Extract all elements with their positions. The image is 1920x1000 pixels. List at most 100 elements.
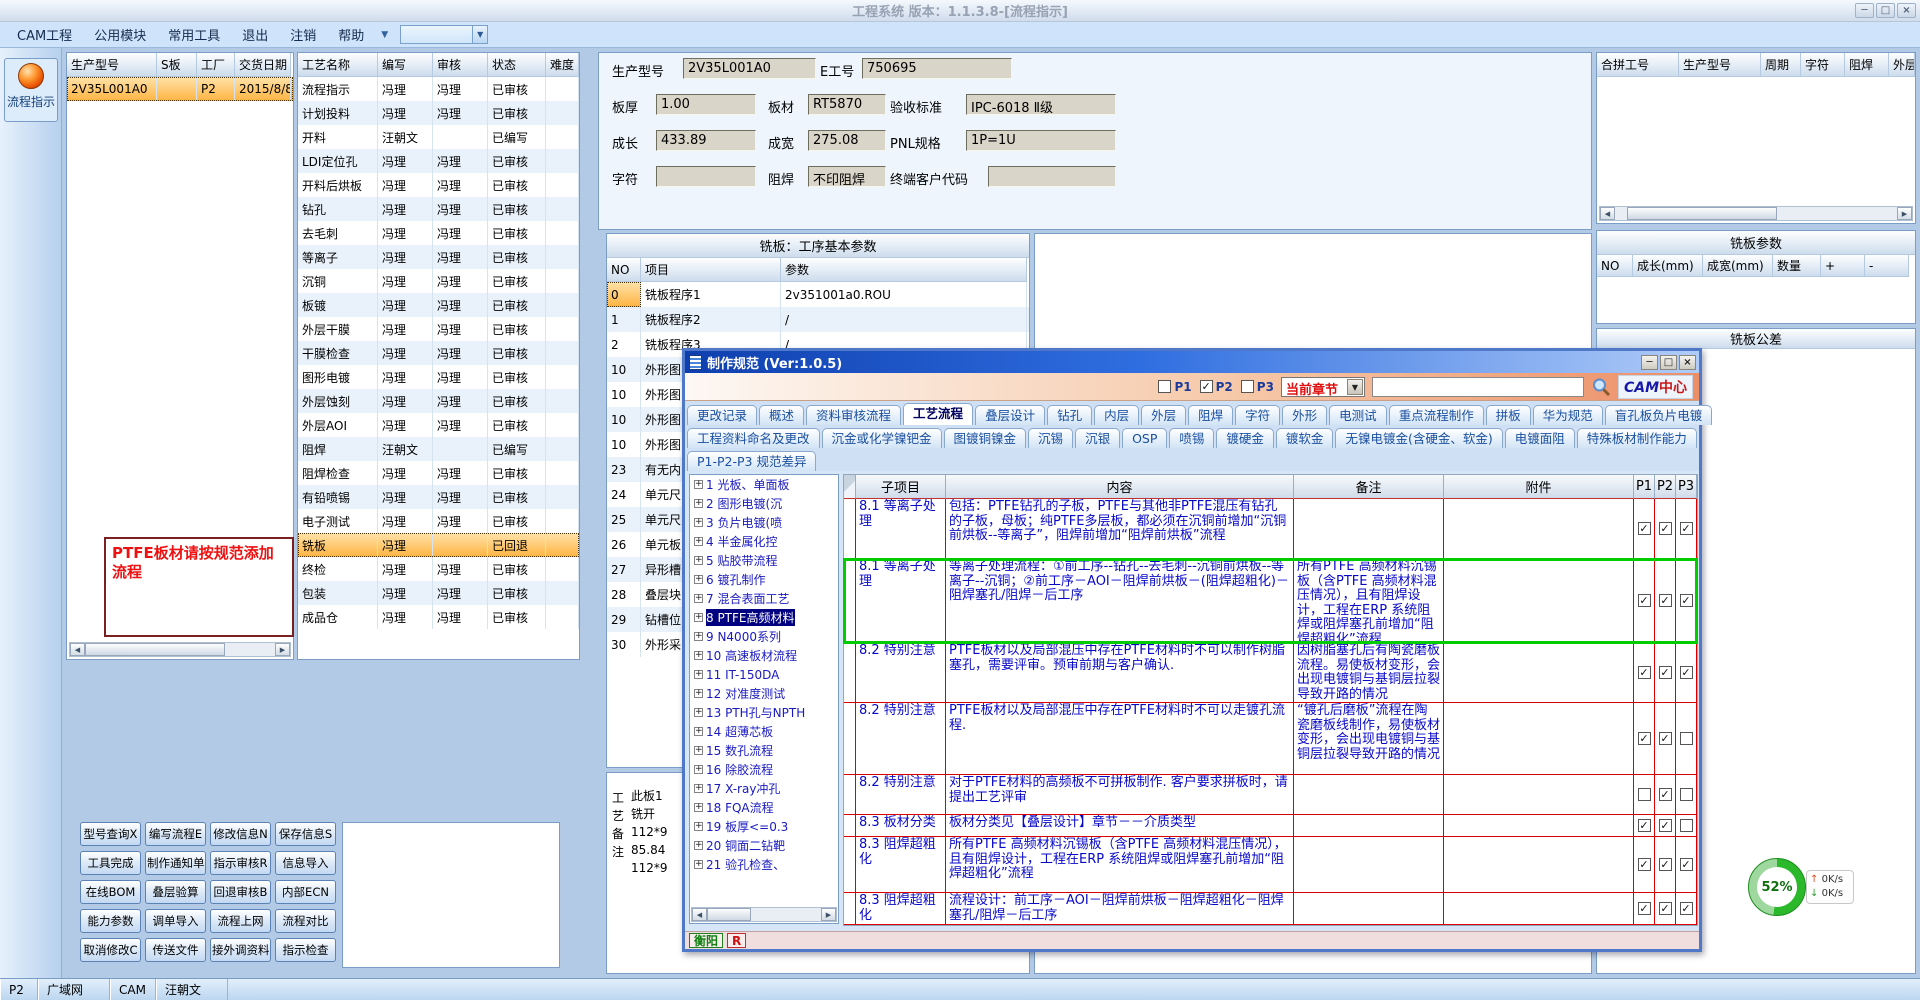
param-row[interactable]: 30 外形采: [607, 632, 1029, 657]
tab-内层[interactable]: 内层: [1094, 405, 1140, 425]
process-row[interactable]: LDI定位孔 冯理 冯理 已审核: [298, 149, 579, 173]
tree-item[interactable]: +12 对准度测试: [690, 684, 838, 703]
menu-item[interactable]: 常用工具: [168, 29, 221, 44]
tree-hscrollbar[interactable]: ◀ ▶: [691, 907, 837, 922]
grid-column-header[interactable]: 子项目: [856, 475, 946, 499]
process-row[interactable]: 电子测试 冯理 冯理 已审核: [298, 509, 579, 533]
action-button[interactable]: 指示检查: [275, 938, 336, 962]
tab-外形[interactable]: 外形: [1282, 405, 1328, 425]
grid-row[interactable]: 8.1 等离子处理 等离子处理流程：①前工序--钻孔--去毛刺--沉铜前烘板--等…: [843, 558, 1698, 644]
grid-checkbox[interactable]: [1679, 902, 1693, 915]
tab-叠层设计[interactable]: 叠层设计: [975, 405, 1046, 425]
tree-item[interactable]: +8 PTFE高频材料: [690, 608, 838, 627]
expand-plus-icon[interactable]: +: [694, 707, 703, 717]
column-header[interactable]: 阻焊: [1845, 53, 1889, 77]
expand-plus-icon[interactable]: +: [694, 726, 703, 736]
tab-喷锡[interactable]: 喷锡: [1169, 428, 1215, 448]
menu-item[interactable]: CAM工程: [17, 29, 73, 44]
grid-checkbox[interactable]: [1637, 788, 1651, 801]
grid-checkbox[interactable]: [1658, 902, 1672, 915]
grid-checkbox[interactable]: [1658, 819, 1672, 832]
tree-item[interactable]: +15 数孔流程: [690, 741, 838, 760]
process-row[interactable]: 外层蚀刻 冯理 冯理 已审核: [298, 389, 579, 413]
tree-item[interactable]: +16 除胶流程: [690, 760, 838, 779]
expand-plus-icon[interactable]: +: [694, 688, 703, 698]
tree-item[interactable]: +6 镀孔制作: [690, 570, 838, 589]
expand-plus-icon[interactable]: +: [694, 783, 703, 793]
grid-row[interactable]: 8.3 阻焊超粗化 所有PTFE 高频材料沉锡板（含PTFE 高频材料混压情况），…: [844, 837, 1697, 893]
action-button[interactable]: 信息导入: [275, 851, 336, 875]
scroll-right-icon[interactable]: ▶: [821, 908, 836, 921]
grid-column-header[interactable]: 附件: [1444, 475, 1634, 499]
grid-checkbox[interactable]: [1658, 858, 1672, 871]
tree-item[interactable]: +17 X-ray冲孔: [690, 779, 838, 798]
column-header[interactable]: 交货日期: [235, 53, 291, 77]
grid-checkbox[interactable]: [1658, 788, 1672, 801]
scroll-left-icon[interactable]: ◀: [1600, 207, 1615, 220]
tree-item[interactable]: +20 铜面二钻靶: [690, 836, 838, 855]
column-header[interactable]: 难度: [546, 53, 579, 77]
column-header[interactable]: 成宽(mm): [1703, 255, 1773, 277]
grid-row[interactable]: 8.2 特别注意 PTFE板材以及局部混压中存在PTFE材料时不可以走镀孔流程. “…: [844, 703, 1697, 775]
expand-plus-icon[interactable]: +: [694, 669, 703, 679]
expand-plus-icon[interactable]: +: [694, 840, 703, 850]
expand-plus-icon[interactable]: +: [694, 821, 703, 831]
tab-沉锡[interactable]: 沉锡: [1028, 428, 1074, 448]
tab-盲孔板负片电镀[interactable]: 盲孔板负片电镀: [1604, 405, 1713, 425]
tree-item[interactable]: +2 图形电镀(沉: [690, 494, 838, 513]
grid-checkbox[interactable]: [1658, 522, 1672, 535]
grid-checkbox[interactable]: [1658, 732, 1672, 745]
process-row[interactable]: 开料后烘板 冯理 冯理 已审核: [298, 173, 579, 197]
field-value-box[interactable]: RT5870: [808, 94, 886, 115]
column-header[interactable]: 生产型号: [1679, 53, 1761, 77]
tree-item[interactable]: +9 N4000系列: [690, 627, 838, 646]
tab-重点流程制作[interactable]: 重点流程制作: [1388, 405, 1484, 425]
process-row[interactable]: 包装 冯理 冯理 已审核: [298, 581, 579, 605]
tab-工程资料命名及更改[interactable]: 工程资料命名及更改: [687, 428, 820, 448]
column-header[interactable]: +: [1821, 255, 1865, 277]
product-table-hscrollbar[interactable]: ◀ ▶: [69, 642, 291, 657]
column-header[interactable]: 审核: [433, 53, 488, 77]
grid-checkbox[interactable]: [1637, 858, 1651, 871]
action-button[interactable]: 指示审核R: [210, 851, 271, 875]
checkbox-p1[interactable]: [1158, 380, 1172, 393]
tree-item[interactable]: +1 光板、单面板: [690, 475, 838, 494]
tree-item[interactable]: +18 FQA流程: [690, 798, 838, 817]
grid-row[interactable]: 8.3 阻焊超粗化 流程设计：前工序－AOI－阻焊前烘板－阻焊超粗化－阻焊塞孔/阻…: [844, 893, 1697, 925]
tree-item[interactable]: +7 混合表面工艺: [690, 589, 838, 608]
grid-checkbox[interactable]: [1658, 666, 1672, 679]
process-row[interactable]: 干膜检查 冯理 冯理 已审核: [298, 341, 579, 365]
column-header[interactable]: NO: [1597, 255, 1633, 277]
grid-checkbox[interactable]: [1679, 858, 1693, 871]
expand-plus-icon[interactable]: +: [694, 612, 703, 622]
field-value-box[interactable]: 750695: [862, 58, 1012, 79]
field-value-box[interactable]: 不印阻焊: [808, 166, 886, 187]
scroll-left-icon[interactable]: ◀: [692, 908, 707, 921]
popup-close-icon[interactable]: ×: [1679, 354, 1696, 370]
action-button[interactable]: 制作通知单: [145, 851, 206, 875]
tab-图镀铜镍金[interactable]: 图镀铜镍金: [943, 428, 1027, 448]
table-row[interactable]: 2V35L001A0 P2 2015/8/8: [67, 77, 293, 101]
tree-item[interactable]: +11 IT-150DA: [690, 665, 838, 684]
action-button[interactable]: 接外调资料: [210, 938, 271, 962]
action-button[interactable]: 传送文件: [145, 938, 206, 962]
action-button[interactable]: 流程上网: [210, 909, 271, 933]
popup-minimize-icon[interactable]: ─: [1641, 354, 1658, 370]
process-row[interactable]: 等离子 冯理 冯理 已审核: [298, 245, 579, 269]
expand-plus-icon[interactable]: +: [694, 479, 703, 489]
process-row[interactable]: 沉铜 冯理 冯理 已审核: [298, 269, 579, 293]
column-header[interactable]: 工厂: [197, 53, 235, 77]
grid-column-header[interactable]: 内容: [946, 475, 1294, 499]
column-header[interactable]: 生产型号: [67, 53, 157, 77]
action-button[interactable]: 能力参数: [80, 909, 141, 933]
process-row[interactable]: 外层AOI 冯理 冯理 已审核: [298, 413, 579, 437]
action-button[interactable]: 工具完成: [80, 851, 141, 875]
merge-table-hscrollbar[interactable]: ◀ ▶: [1599, 206, 1913, 221]
field-value-box[interactable]: [656, 166, 756, 187]
tab-更改记录[interactable]: 更改记录: [687, 405, 758, 425]
column-header[interactable]: S板: [157, 53, 197, 77]
grid-checkbox[interactable]: [1679, 819, 1693, 832]
process-row[interactable]: 外层干膜 冯理 冯理 已审核: [298, 317, 579, 341]
tab-P1-P2-P3 规范差异[interactable]: P1-P2-P3 规范差异: [687, 451, 817, 471]
field-value-box[interactable]: [988, 166, 1116, 187]
